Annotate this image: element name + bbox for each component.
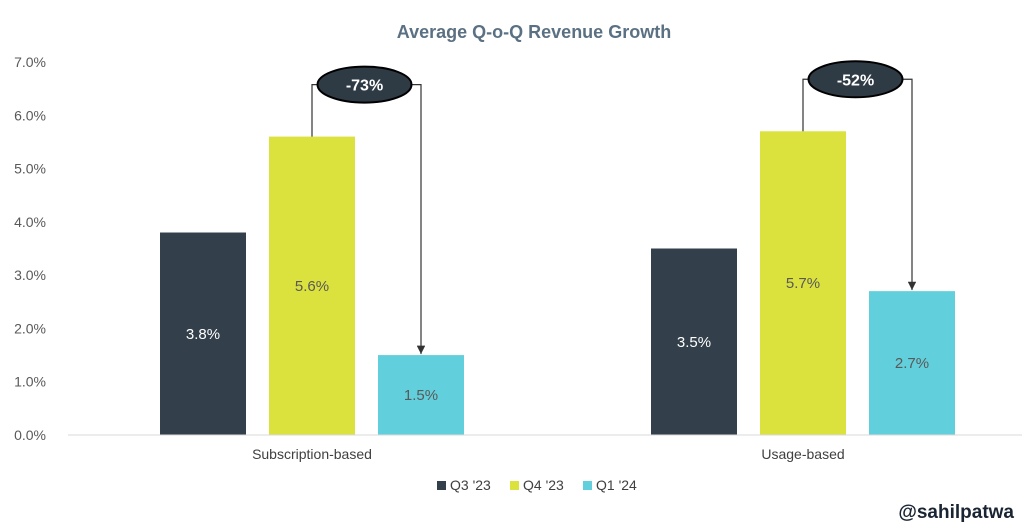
x-tick-label: Subscription-based	[252, 446, 372, 462]
change-pill	[807, 60, 904, 99]
data-label: 5.6%	[295, 278, 329, 295]
change-pill-label: -73%	[346, 78, 383, 95]
author-credit: @sahilpatwa	[898, 502, 1014, 523]
bar-subscription-based-series-2	[378, 355, 464, 435]
y-axis: 0.0% 1.0% 2.0% 3.0% 4.0% 5.0% 6.0% 7.0%	[14, 54, 46, 443]
data-label: 1.5%	[404, 387, 438, 404]
data-label: 5.7%	[786, 275, 820, 292]
legend-swatch	[510, 481, 519, 490]
x-tick-label: Usage-based	[761, 446, 844, 462]
y-tick-label: 5.0%	[14, 161, 46, 177]
legend-label: Q4 '23	[523, 477, 564, 493]
bar-subscription-based-series-0	[160, 232, 246, 435]
legend-swatch	[583, 481, 592, 490]
chart-title: Average Q-o-Q Revenue Growth	[397, 22, 671, 42]
legend-label: Q1 '24	[596, 477, 637, 493]
y-tick-label: 7.0%	[14, 54, 46, 70]
bar-subscription-based-series-1	[269, 136, 355, 435]
data-label: 3.5%	[677, 334, 711, 351]
change-pill	[316, 65, 413, 104]
y-tick-label: 4.0%	[14, 214, 46, 230]
y-tick-label: 2.0%	[14, 320, 46, 336]
bar-usage-based-series-1	[760, 131, 846, 435]
y-tick-label: 3.0%	[14, 267, 46, 283]
legend-swatch	[437, 481, 446, 490]
y-tick-label: 1.0%	[14, 374, 46, 390]
bars-group: 3.8% 3.5% 5.6% 5.7% 1.5% 2.7%	[160, 131, 955, 435]
x-axis: Subscription-based Usage-based	[68, 434, 1022, 462]
data-label: 3.8%	[186, 326, 220, 343]
legend: Q3 '23 Q4 '23 Q1 '24	[437, 477, 637, 493]
annotations-group: -73% -52%	[311, 60, 917, 355]
data-label: 2.7%	[895, 355, 929, 372]
y-tick-label: 0.0%	[14, 427, 46, 443]
bar-usage-based-series-0	[651, 248, 737, 435]
bar-usage-based-series-2	[869, 291, 955, 435]
legend-label: Q3 '23	[450, 477, 491, 493]
change-pill-label: -52%	[837, 72, 874, 89]
y-tick-label: 6.0%	[14, 107, 46, 123]
